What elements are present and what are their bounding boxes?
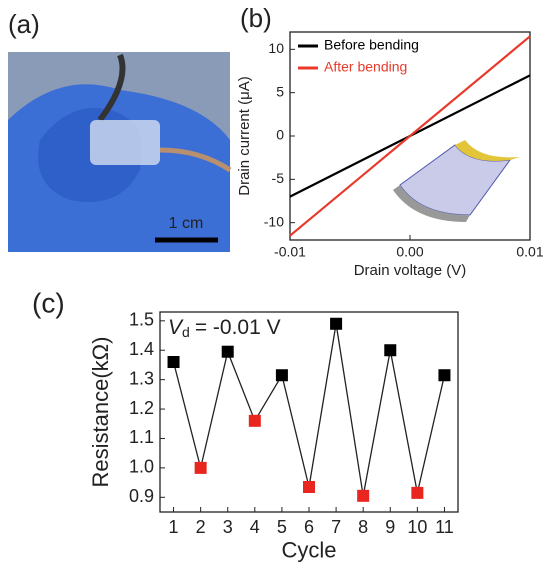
- data-point: [438, 369, 450, 381]
- x-tick-label: 10: [407, 517, 427, 537]
- y-axis-label: Drain current (μA): [236, 76, 253, 196]
- y-tick-label: 1.2: [129, 398, 154, 418]
- legend-label: Before bending: [324, 37, 419, 53]
- data-point: [195, 462, 207, 474]
- data-point: [303, 481, 315, 493]
- data-point: [276, 369, 288, 381]
- inset: [393, 140, 520, 222]
- scale-bar-label: 1 cm: [169, 215, 204, 232]
- x-axis-label: Drain voltage (V): [354, 262, 467, 279]
- series-line: [174, 324, 445, 496]
- y-tick-label: 1.4: [129, 339, 154, 359]
- x-tick-label: 6: [304, 517, 314, 537]
- y-tick-label: 0: [276, 127, 284, 143]
- data-point: [357, 490, 369, 502]
- x-tick-label: 8: [358, 517, 368, 537]
- x-tick-label: -0.01: [274, 243, 306, 259]
- y-tick-label: 10: [268, 40, 284, 56]
- y-axis-label: Resistance(kΩ): [88, 337, 113, 488]
- data-point: [384, 344, 396, 356]
- x-tick-label: 1: [169, 517, 179, 537]
- y-tick-label: 0.9: [129, 486, 154, 506]
- annotation-subscript: d: [182, 324, 190, 340]
- figure: 1 cm (a) (b) (c) -10 -5 0 5 10 -0.01 0.00 0.01 D…: [0, 0, 549, 563]
- photo: 1 cm: [8, 52, 230, 252]
- data-point: [411, 487, 423, 499]
- y-tick-label: 5: [276, 83, 284, 99]
- y-tick-label: 1.3: [129, 368, 154, 388]
- panel-label: (c): [32, 287, 65, 318]
- data-point: [249, 415, 261, 427]
- data-point: [222, 346, 234, 358]
- annotation-text: = -0.01 V: [195, 316, 281, 339]
- x-tick-label: 2: [196, 517, 206, 537]
- data-point: [168, 356, 180, 368]
- x-tick-label: 11: [435, 517, 454, 537]
- panel-label: (a): [8, 9, 40, 39]
- x-tick-label: 4: [250, 517, 260, 537]
- y-tick-label: 1.1: [129, 427, 154, 447]
- x-tick-label: 3: [223, 517, 233, 537]
- panel-label: (b): [240, 3, 272, 33]
- annotation: Vd= -0.01 V: [168, 316, 281, 340]
- x-tick-label: 0.00: [396, 243, 423, 259]
- x-tick-label: 7: [331, 517, 341, 537]
- x-tick-label: 9: [385, 517, 395, 537]
- x-tick-label: 5: [277, 517, 287, 537]
- y-tick-label: 1.0: [129, 457, 154, 477]
- x-axis-label: Cycle: [281, 537, 336, 562]
- y-tick-label: -10: [264, 213, 284, 229]
- data-point: [330, 318, 342, 330]
- y-tick-label: 1.5: [129, 310, 154, 330]
- y-tick-label: -5: [272, 170, 285, 186]
- x-tick-label: 0.01: [516, 243, 543, 259]
- legend-label: After bending: [324, 59, 407, 75]
